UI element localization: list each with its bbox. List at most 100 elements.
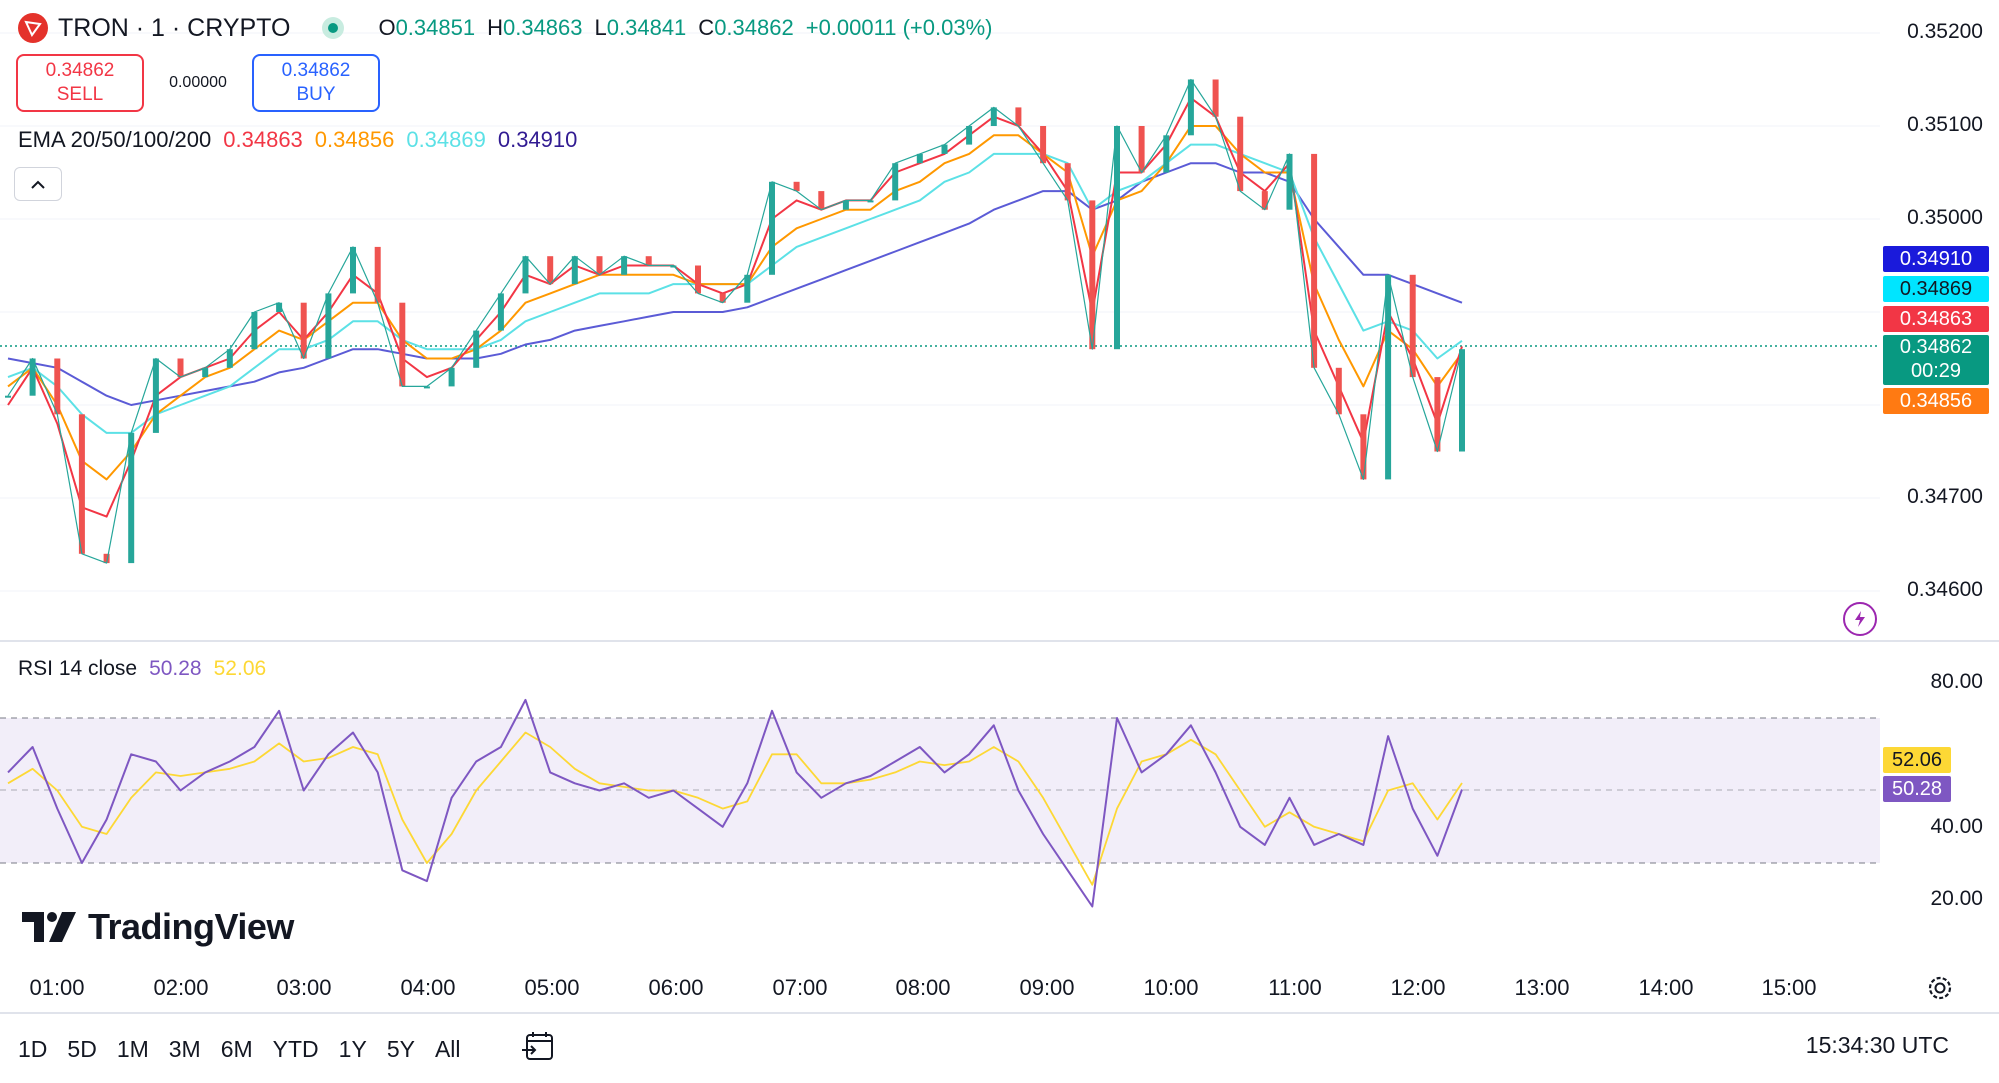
- candle: [769, 181, 775, 275]
- candle: [1385, 274, 1392, 480]
- rsi-legend[interactable]: RSI 14 close 50.28 52.06: [18, 657, 266, 681]
- candle: [423, 386, 430, 389]
- candle: [497, 293, 504, 331]
- rsi-ma-value: 52.06: [213, 657, 267, 680]
- tradingview-logo[interactable]: TradingView: [22, 906, 294, 948]
- lightning-icon[interactable]: [1843, 602, 1877, 636]
- range-ytd-button[interactable]: YTD: [272, 1035, 319, 1062]
- range-1y-button[interactable]: 1Y: [338, 1035, 367, 1062]
- ema-legend-label[interactable]: EMA 20/50/100/200: [18, 127, 212, 152]
- market-open-icon[interactable]: [322, 17, 345, 39]
- candle: [177, 358, 184, 378]
- candle: [571, 256, 578, 285]
- ohlc-close-value: 0.34862: [714, 15, 794, 40]
- range-1d-button[interactable]: 1D: [18, 1035, 48, 1062]
- time-tick: 01:00: [29, 975, 85, 1000]
- candle: [152, 358, 159, 433]
- time-tick: 12:00: [1390, 975, 1446, 1000]
- time-tick: 06:00: [648, 975, 704, 1000]
- candle: [990, 107, 997, 126]
- candle: [103, 553, 110, 564]
- price-tick: 0.35000: [1907, 206, 1983, 229]
- candle: [1459, 349, 1465, 452]
- candle: [842, 200, 849, 210]
- time-tick: 02:00: [153, 975, 209, 1000]
- candle: [1360, 414, 1367, 480]
- price-tick: 0.35100: [1907, 113, 1983, 136]
- spread-value: 0.00000: [169, 74, 227, 91]
- ema-100-value: 0.34869: [406, 127, 486, 152]
- candle: [818, 191, 825, 210]
- candle: [226, 349, 233, 368]
- candle: [1114, 126, 1120, 350]
- candle: [941, 144, 948, 154]
- rsi-value: 50.28: [149, 657, 202, 680]
- trade-panel: 0.34862 SELL 0.00000 0.34862 BUY: [16, 54, 380, 112]
- time-tick: 09:00: [1019, 975, 1075, 1000]
- candle: [695, 265, 701, 294]
- candle: [744, 274, 751, 303]
- time-tick: 14:00: [1638, 975, 1694, 1000]
- candle: [128, 432, 135, 564]
- candle: [276, 302, 283, 312]
- collapse-legend-button[interactable]: [14, 167, 62, 201]
- candle: [1311, 153, 1318, 368]
- rsi-pane: [0, 717, 1880, 864]
- candle: [1163, 135, 1170, 173]
- ohlc-low-key: L: [594, 15, 607, 40]
- ohlc-open-key: O: [378, 15, 396, 40]
- candle: [300, 302, 307, 359]
- last-price-tag: 0.34862 00:29: [1883, 335, 1989, 385]
- candle: [916, 153, 923, 164]
- ema-20-value: 0.34863: [223, 127, 303, 152]
- ema-200-price-tag: 0.34910: [1883, 246, 1989, 272]
- candle: [1138, 126, 1145, 173]
- tron-logo-icon: [18, 13, 48, 43]
- candle: [1064, 163, 1071, 201]
- brand-name: TradingView: [88, 906, 294, 947]
- candle: [1187, 79, 1194, 136]
- rsi-lines: [7, 698, 1463, 908]
- ohlc-close-key: C: [698, 15, 715, 40]
- ema-legend[interactable]: EMA 20/50/100/200 0.34863 0.34856 0.3486…: [18, 127, 577, 153]
- rsi-line: [7, 698, 1463, 908]
- ema-200-line: [7, 162, 1463, 406]
- candle: [670, 265, 677, 268]
- candle: [1335, 367, 1342, 415]
- candle: [374, 246, 381, 303]
- ohlc-high-value: 0.34863: [502, 15, 583, 40]
- range-5y-button[interactable]: 5Y: [386, 1035, 415, 1062]
- candle: [1286, 153, 1293, 210]
- symbol-header[interactable]: TRON · 1 · CRYPTO O0.34851 H0.34863 L0.3…: [18, 12, 992, 44]
- rsi-tick: 20.00: [1930, 887, 1983, 910]
- range-5d-button[interactable]: 5D: [67, 1035, 97, 1062]
- candle: [1015, 107, 1022, 126]
- ema-50-line: [7, 125, 1463, 481]
- time-tick: 08:00: [895, 975, 951, 1000]
- go-to-date-icon[interactable]: [521, 1030, 555, 1068]
- candle: [399, 302, 406, 387]
- range-1m-button[interactable]: 1M: [116, 1035, 149, 1062]
- bar-countdown: 00:29: [1910, 360, 1962, 382]
- sell-button[interactable]: 0.34862 SELL: [16, 54, 144, 112]
- candle: [350, 246, 356, 294]
- candle: [251, 312, 258, 350]
- candle: [645, 256, 652, 266]
- utc-clock[interactable]: 15:34:30 UTC: [1805, 1032, 1949, 1058]
- time-tick: 07:00: [772, 975, 828, 1000]
- symbol-name[interactable]: TRON · 1 · CRYPTO: [58, 13, 291, 42]
- gear-icon[interactable]: [1926, 974, 1954, 1002]
- range-6m-button[interactable]: 6M: [220, 1035, 253, 1062]
- buy-button[interactable]: 0.34862 BUY: [252, 54, 380, 112]
- candle: [473, 330, 480, 368]
- range-3m-button[interactable]: 3M: [168, 1035, 201, 1062]
- price-change: +0.00011 (+0.03%): [805, 15, 993, 40]
- ohlc-open-value: 0.34851: [395, 15, 476, 40]
- ema-20-price-tag: 0.34863: [1883, 306, 1989, 332]
- range-all-button[interactable]: All: [434, 1035, 461, 1062]
- candle: [29, 358, 36, 396]
- candle: [596, 256, 603, 275]
- price-tick: 0.34600: [1907, 578, 1983, 601]
- rsi-legend-label[interactable]: RSI 14 close: [18, 657, 138, 680]
